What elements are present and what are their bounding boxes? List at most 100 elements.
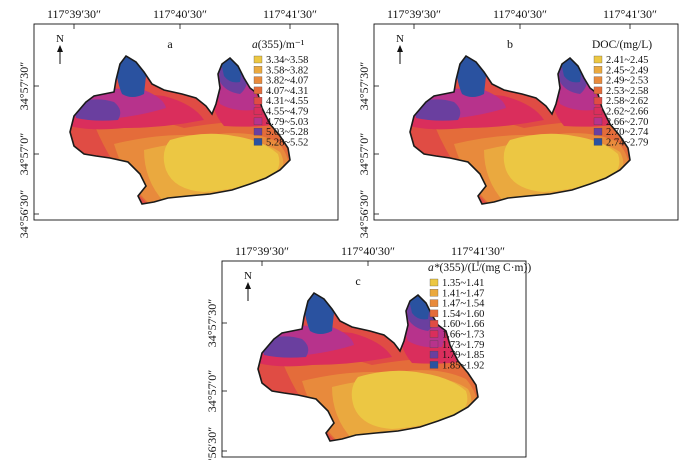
north-label: N [244,270,252,282]
latitude-label: 34°57′30″ [205,299,219,347]
legend-swatch [593,107,603,115]
legend-title-units: (355)/m⁻¹ [258,39,305,51]
legend-swatch [253,76,263,84]
legend-swatch [253,66,263,74]
legend: a*(355)/(L/(mg C·m))1.35~1.411.41~1.471.… [428,262,531,371]
legend-item-label: 2.41~2.45 [606,55,648,66]
value-zone [351,370,468,429]
legend-item-label: 4.79~5.03 [266,117,308,128]
map-panel-c: 117°39′30″ 117°40′30″ 117°41′30″ 34°57′30″ 3… [205,244,531,465]
north-arrow-head [57,45,63,52]
longitude-label: 117°40′30″ [493,7,547,21]
legend-item-label: 5.03~5.28 [266,127,308,138]
legend-item-label: 2.53~2.58 [606,86,648,97]
panel-label: b [507,37,513,51]
legend-swatch [253,97,263,105]
north-arrow-icon: N [244,270,252,301]
legend: a(355)/m⁻¹ 3.34~3.583.58~3.823.82~4.074.0… [252,39,308,148]
legend-swatch [253,107,263,115]
legend-item-label: 1.73~1.79 [442,340,484,351]
longitude-label: 117°41′30″ [263,7,317,21]
legend-item-label: 2.74~2.79 [606,137,648,148]
legend-item-label: 2.62~2.66 [606,107,648,118]
legend-swatch [429,289,439,297]
longitude-label: 117°41′30″ [451,244,505,258]
legend-swatch [593,138,603,146]
north-arrow-head [397,45,403,52]
legend-swatch [429,299,439,307]
lake-outline [69,54,291,205]
legend-item-label: 1.66~1.73 [442,330,484,341]
legend-swatch [593,97,603,105]
legend-item-label: 2.58~2.62 [606,96,648,107]
legend-title-units: (355)/(L/(mg C·m)) [440,262,532,274]
legend-swatch [429,320,439,328]
legend-item-label: 2.66~2.70 [606,117,648,128]
longitude-label: 117°41′30″ [603,7,657,21]
latitude-label: 34°56′30″ [205,427,219,460]
legend-item-label: 3.58~3.82 [266,65,308,76]
legend-item-label: 5.28~5.52 [266,137,308,148]
legend-swatch [253,55,263,64]
legend-item-label: 4.31~4.55 [266,96,308,107]
legend: DOC/(mg/L)2.41~2.452.45~2.492.49~2.532.5… [592,39,652,148]
legend-swatch [253,127,263,136]
legend-item-label: 4.55~4.79 [266,107,308,118]
legend-item-label: 1.60~1.66 [442,319,484,330]
legend-swatch [429,309,439,318]
legend-swatch [593,117,603,125]
latitude-label: 34°57′30″ [17,62,31,110]
latitude-label: 34°56′30″ [357,190,371,238]
lake-outline [257,291,479,442]
legend-item-label: 2.70~2.74 [606,127,649,138]
legend-swatch [593,86,603,95]
legend-title: DOC/(mg/L) [592,39,652,51]
longitude-label: 117°39′30″ [47,7,101,21]
legend-item-label: 2.45~2.49 [606,65,648,76]
legend-swatch [429,350,439,359]
value-zone [74,99,121,121]
legend-title: a(355)/m⁻¹ [252,39,305,51]
north-label: N [56,33,64,45]
latitude-label: 34°57′0″ [17,133,31,175]
longitude-label: 117°40′30″ [153,7,207,21]
north-arrow-icon: N [56,33,64,64]
north-label: N [396,33,404,45]
value-zone [503,133,620,192]
map-panel-a: 117°39′30″ 117°40′30″ 117°41′30″ 34°57′30″ 3… [17,7,339,238]
latitude-label: 34°56′30″ [17,190,31,238]
legend-item-label: 1.35~1.41 [442,278,484,289]
panel-label: c [355,274,360,288]
legend-swatch [429,330,439,338]
value-zone [414,99,461,121]
legend-title-variable: a* [428,262,440,274]
legend-swatch [253,117,263,125]
longitude-label: 117°39′30″ [235,244,289,258]
legend-swatch [429,278,439,287]
legend-item-label: 3.82~4.07 [266,76,308,87]
panel-label: a [167,37,173,51]
legend-item-label: 1.85~1.92 [442,360,484,371]
value-zone [262,336,309,358]
latitude-label: 34°57′0″ [357,133,371,175]
legend-swatch [429,340,439,348]
longitude-label: 117°40′30″ [341,244,395,258]
legend-item-label: 3.34~3.58 [266,55,308,66]
legend-swatch [593,66,603,74]
legend-swatch [593,55,603,64]
map-panel-b: 117°39′30″ 117°40′30″ 117°41′30″ 34°57′30″ 3… [357,7,679,238]
legend-swatch [253,86,263,95]
longitude-label: 117°39′30″ [387,7,441,21]
latitude-label: 34°57′0″ [205,370,219,412]
north-arrow-icon: N [396,33,404,64]
legend-item-label: 4.07~4.31 [266,86,308,97]
latitude-label: 34°57′30″ [357,62,371,110]
legend-title: a*(355)/(L/(mg C·m)) [428,262,531,274]
legend-item-label: 1.54~1.60 [442,309,484,320]
legend-swatch [253,138,263,146]
lake-outline [409,54,631,205]
legend-item-label: 2.49~2.53 [606,76,648,87]
legend-swatch [593,127,603,136]
value-zone [163,133,280,192]
